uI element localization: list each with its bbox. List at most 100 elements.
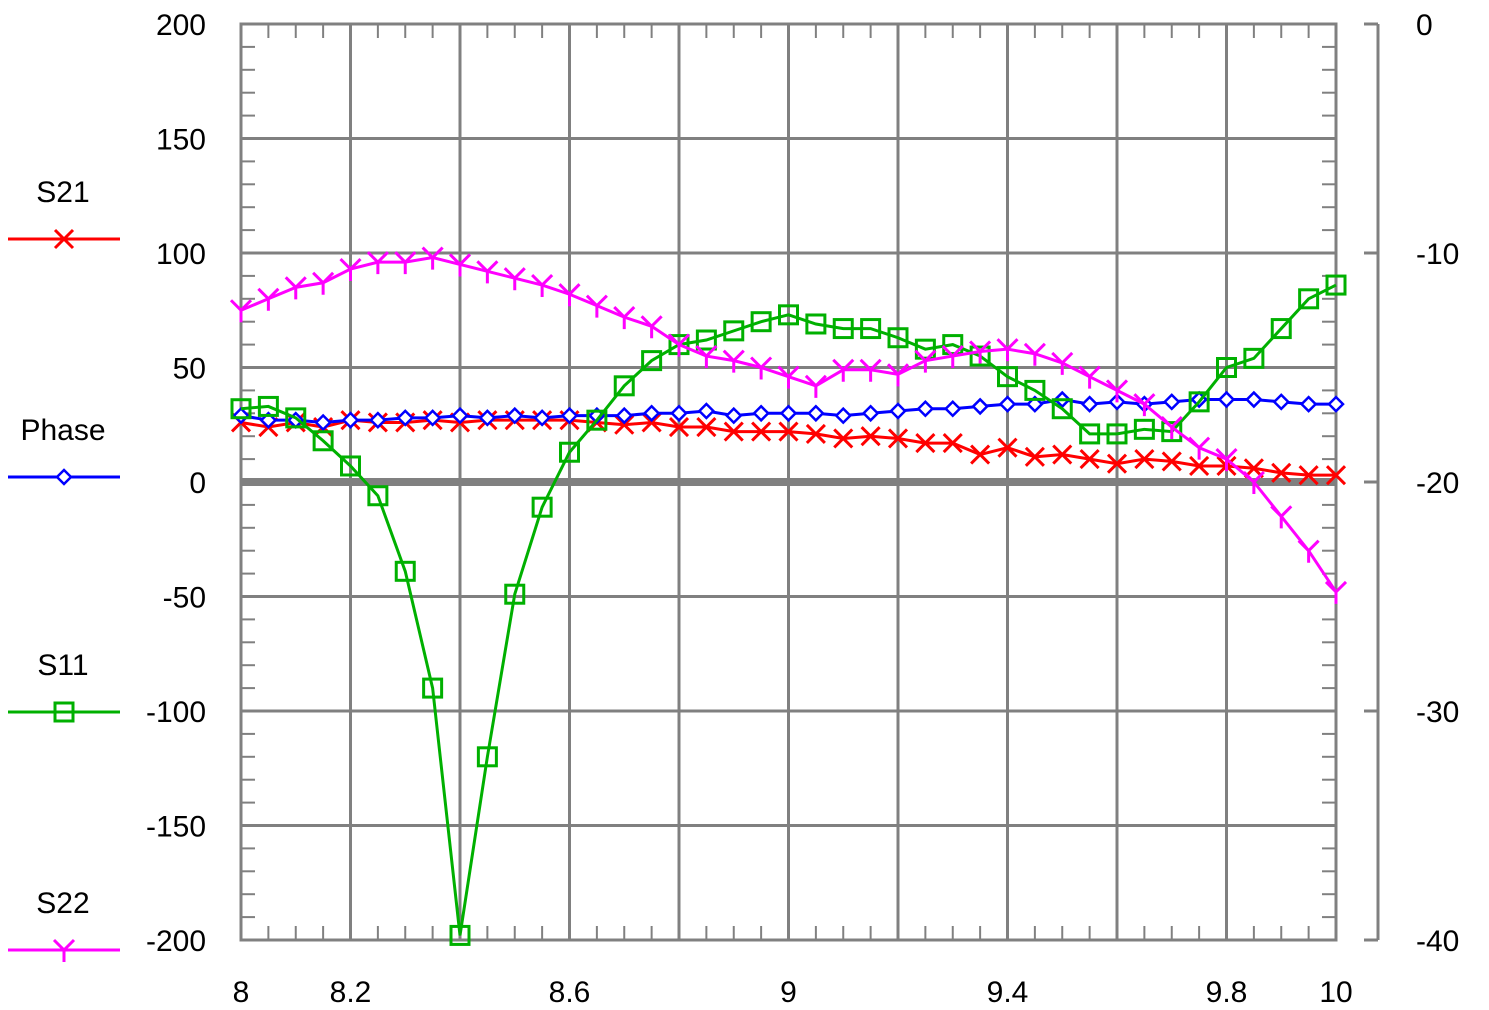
data-point-marker xyxy=(476,260,499,284)
data-point-marker xyxy=(832,318,854,340)
data-point-marker xyxy=(941,344,964,369)
right-axis-tick-label: -10 xyxy=(1416,238,1459,271)
data-point-marker xyxy=(613,375,635,397)
data-point-marker xyxy=(505,406,524,425)
data-point-marker xyxy=(642,404,661,423)
data-point-marker xyxy=(1079,423,1101,445)
data-point-marker xyxy=(1298,288,1320,310)
data-point-marker xyxy=(887,327,909,349)
data-point-marker xyxy=(860,318,882,340)
data-point-marker xyxy=(533,409,551,427)
data-point-marker xyxy=(942,334,964,356)
data-point-marker xyxy=(997,437,1018,458)
data-point-marker xyxy=(970,444,991,465)
data-point-marker xyxy=(451,406,469,425)
data-point-marker xyxy=(1297,539,1320,563)
data-point-marker xyxy=(695,344,718,369)
x-axis-tick-label: 9 xyxy=(780,976,797,1009)
data-point-marker xyxy=(559,441,580,463)
data-point-marker xyxy=(394,251,417,275)
data-point-marker xyxy=(312,430,334,452)
data-point-marker xyxy=(1079,449,1100,470)
data-point-marker xyxy=(969,345,991,367)
data-point-marker xyxy=(369,411,387,429)
data-point-marker xyxy=(889,402,907,420)
data-point-marker xyxy=(504,583,526,605)
data-point-marker xyxy=(861,404,880,423)
data-point-marker xyxy=(1024,379,1046,401)
data-point-marker xyxy=(53,701,75,723)
data-point-marker xyxy=(752,404,770,423)
data-point-marker xyxy=(1188,391,1210,413)
data-point-marker xyxy=(1162,393,1181,411)
data-point-marker xyxy=(1161,421,1183,443)
data-point-marker xyxy=(341,411,360,429)
data-point-marker xyxy=(1106,423,1128,445)
data-point-marker xyxy=(1133,418,1155,440)
data-point-marker xyxy=(1051,351,1074,375)
legend-item-s22: S22 xyxy=(8,887,120,962)
left-axis-tick-label: -150 xyxy=(146,811,206,844)
data-point-marker xyxy=(1106,453,1128,474)
data-point-marker xyxy=(232,406,250,425)
data-point-marker xyxy=(969,340,992,364)
legend-label: S11 xyxy=(37,649,88,682)
data-point-marker xyxy=(670,404,688,423)
data-point-marker xyxy=(750,311,772,333)
data-point-marker xyxy=(722,349,745,373)
left-axis-tick-label: 50 xyxy=(173,353,206,386)
data-point-marker xyxy=(914,349,937,373)
data-point-marker xyxy=(1324,580,1348,604)
left-axis-tick-labels: 200 150 100 50 0 -50 -100 -150 -200 xyxy=(146,9,206,958)
data-point-marker xyxy=(53,228,75,250)
data-point-marker xyxy=(396,409,415,427)
data-point-marker xyxy=(614,414,635,435)
legend-label: S21 xyxy=(36,176,89,209)
data-point-marker xyxy=(804,374,827,398)
data-point-marker xyxy=(1242,470,1265,494)
left-axis-tick-label: -100 xyxy=(146,696,206,729)
data-point-marker xyxy=(1271,462,1292,483)
data-point-marker xyxy=(229,299,253,323)
x-axis-tick-label: 9.4 xyxy=(987,976,1029,1009)
data-point-marker xyxy=(1134,449,1155,470)
data-point-marker xyxy=(641,412,662,433)
plot-frame-rect xyxy=(239,22,1338,942)
plot-frame xyxy=(239,22,1380,942)
data-point-marker xyxy=(367,485,389,507)
data-point-marker xyxy=(314,413,332,432)
data-point-marker xyxy=(52,938,76,962)
data-point-marker xyxy=(640,315,663,339)
data-point-marker xyxy=(1161,451,1182,472)
legend-item-s21: S21 xyxy=(8,176,120,250)
data-point-marker xyxy=(257,287,280,311)
data-point-marker xyxy=(613,306,636,330)
data-point-marker xyxy=(1325,465,1347,486)
data-point-marker xyxy=(560,406,579,425)
data-point-marker xyxy=(1216,357,1237,378)
data-point-marker xyxy=(777,365,800,389)
data-point-marker xyxy=(1078,365,1101,389)
data-point-marker xyxy=(1245,390,1263,409)
left-axis-tick-label: 200 xyxy=(156,9,206,42)
data-point-marker xyxy=(230,398,252,420)
data-point-marker xyxy=(1298,465,1319,486)
data-point-marker xyxy=(285,407,307,429)
data-point-marker xyxy=(914,338,936,360)
data-point-marker xyxy=(778,421,799,442)
data-point-marker xyxy=(1105,379,1129,403)
series-s22 xyxy=(229,246,1348,604)
left-axis-tick-label: 150 xyxy=(156,124,206,157)
series-s11 xyxy=(230,274,1347,946)
legend-item-phase: Phase xyxy=(8,414,120,486)
data-point-marker xyxy=(1052,444,1073,465)
data-point-marker xyxy=(1272,393,1291,411)
left-axis-tick-label: 100 xyxy=(156,238,206,271)
data-point-marker xyxy=(750,356,773,380)
left-axis-tick-label: -200 xyxy=(146,925,206,958)
data-point-marker xyxy=(1325,274,1347,296)
data-point-marker xyxy=(531,273,554,298)
data-point-marker xyxy=(697,402,716,420)
data-point-marker xyxy=(1024,446,1045,467)
right-axis-tick-label: -30 xyxy=(1416,696,1459,729)
